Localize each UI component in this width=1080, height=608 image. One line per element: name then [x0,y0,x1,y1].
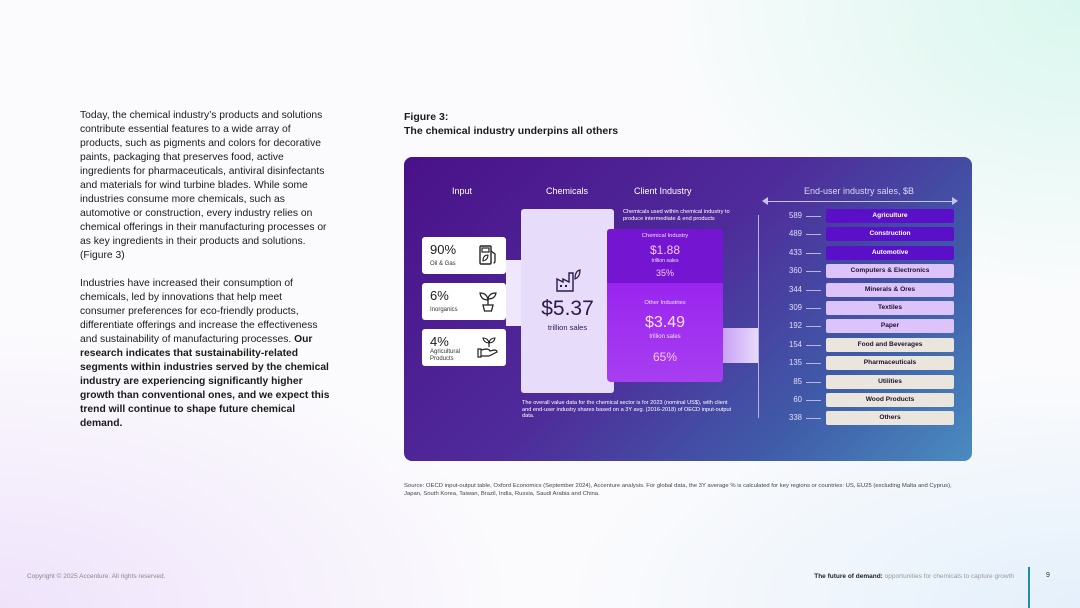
enduser-connector [806,289,821,291]
enduser-connector [806,308,821,309]
header-chemicals: Chemicals [546,186,589,196]
enduser-connector [806,363,821,365]
input-inorganics: 6% Inorganics [422,283,506,320]
footer-divider [1028,567,1030,608]
enduser-value: 589 [788,211,802,220]
footer-title-bold: The future of demand: [814,573,883,580]
enduser-value: 489 [788,229,802,239]
enduser-connector [806,326,821,328]
enduser-label: Construction [826,227,954,242]
client-industry-note: Chemicals used within chemical industry … [623,209,730,222]
chemicals-unit: trillion sales [547,323,588,332]
enduser-label: Textiles [826,301,954,315]
enduser-label: Agriculture [826,209,954,223]
enduser-connector [806,216,821,217]
enduser-label: Paper [826,319,954,334]
other-industries-title: Other Industries [644,300,686,306]
header-arrow-line [764,201,954,202]
other-industries-value: $3.49 [644,314,686,331]
input-inorganics-pct: 6% [430,288,449,303]
other-industries-box [607,283,723,382]
enduser-value: 135 [788,358,802,368]
fuel-pump-leaf-icon [479,245,496,265]
chemicals-box [521,209,614,393]
input-agricultural-label: Agricultural Products [430,349,461,362]
enduser-value: 85 [793,376,802,386]
chemical-industry-value: $1.88 [649,243,681,257]
paragraph-2-regular: Industries have increased their consumpt… [80,278,318,345]
enduser-label: Others [826,411,954,426]
enduser-value: 60 [793,395,802,404]
enduser-connector [806,234,821,236]
copyright: Copyright © 2025 Accenture. All rights r… [27,573,166,580]
enduser-label: Automotive [826,245,954,260]
paragraph-2-bold: Our research indicates that sustainabili… [80,334,330,429]
input-inorganics-label: Inorganics [430,307,458,313]
body-text: Today, the chemical industry’s products … [80,109,330,445]
header-client-industry: Client Industry [634,186,692,196]
enduser-label: Food and Beverages [826,337,954,352]
figure-title: The chemical industry underpins all othe… [404,125,619,137]
enduser-connector [806,418,821,420]
figure-caption: Figure 3: The chemical industry underpin… [404,110,618,138]
enduser-label: Utilities [826,374,954,389]
other-industries-unit: trillion sales [649,334,681,340]
input-agricultural-pct: 4% [430,334,449,349]
other-industries-pct: 65% [652,350,678,364]
source-note: Source: OECD input-output table, Oxford … [404,483,952,497]
hand-plant-icon [477,337,498,358]
input-oil-gas-label: Oil & Gas [430,261,456,267]
enduser-value: 344 [788,284,802,294]
header-enduser: End-user industry sales, $B [803,186,915,196]
footer-title-rest: opportunities for chemicals to capture g… [882,573,1014,580]
chemical-industry-pct: 35% [655,268,674,278]
enduser-value: 154 [788,339,802,349]
enduser-label: Wood Products [826,393,954,407]
input-oil-gas-pct: 90% [430,242,457,257]
enduser-value: 338 [788,413,802,423]
enduser-connector [806,252,821,254]
page-number: 9 [1046,572,1050,579]
arrow-right-icon [952,197,958,205]
enduser-value: 360 [788,266,802,276]
factory-leaf-icon [556,269,581,292]
chemicals-footnote: The overall value data for the chemical … [522,400,732,419]
chemical-industry-box [607,229,723,283]
flow-to-enduser [723,328,759,363]
enduser-value: 309 [788,303,802,312]
enduser-label: Computers & Electronics [826,264,954,279]
chemicals-value: $5.37 [541,297,594,320]
paragraph-2: Industries have increased their consumpt… [80,277,330,431]
enduser-connector [806,344,821,346]
header-input: Input [452,186,473,196]
figure-panel: Input Chemicals Client Industry End-user… [404,157,972,461]
enduser-value: 192 [788,321,802,331]
enduser-bracket [758,215,759,418]
input-agricultural-products: 4% Agricultural Products [422,329,506,366]
enduser-connector [806,400,821,401]
enduser-value: 433 [788,247,802,257]
chemical-industry-unit: trillion sales [651,258,679,264]
enduser-connector [806,271,821,273]
figure-label: Figure 3: [404,111,449,123]
enduser-label: Pharmaceuticals [826,356,954,371]
plant-pot-icon [479,292,497,312]
chemical-industry-title: Chemical Industry [641,233,689,239]
paragraph-1: Today, the chemical industry’s products … [80,110,327,261]
enduser-label: Minerals & Ores [826,282,954,297]
input-oil-gas: 90% Oil & Gas [422,237,506,274]
arrow-left-icon [762,197,768,205]
input-connector [506,260,522,326]
enduser-connector [806,381,821,383]
footer-title: The future of demand: opportunities for … [814,573,1014,580]
